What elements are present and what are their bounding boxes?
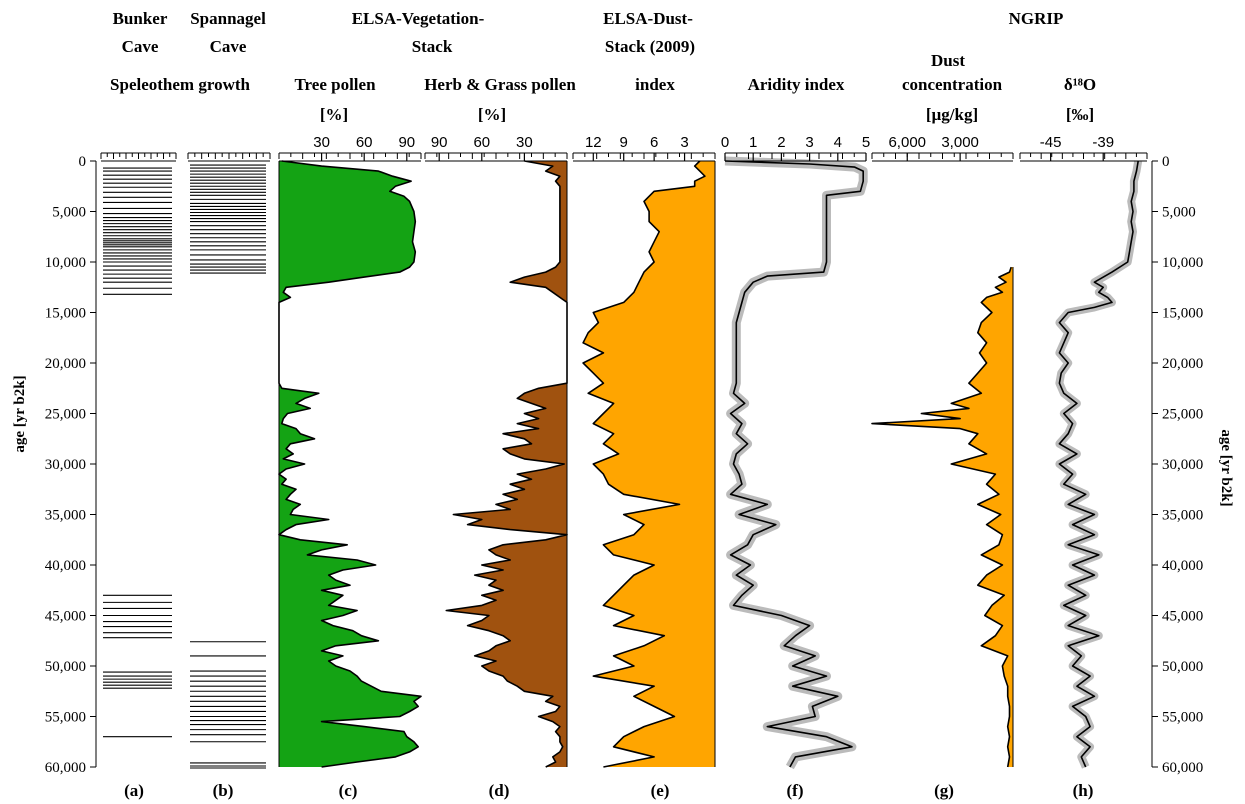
top-axis-tick-label: 2 bbox=[777, 134, 785, 151]
tree-unit: [%] bbox=[320, 105, 348, 124]
series-line-(d) bbox=[445, 160, 568, 768]
age-axis-tick-label: 20,000 bbox=[45, 356, 86, 372]
age-axis-tick-label: 15,000 bbox=[1162, 306, 1203, 322]
series-line-(c) bbox=[278, 160, 422, 768]
aridity-subtitle: Aridity index bbox=[748, 75, 845, 94]
top-axis-tick-label: 90 bbox=[431, 134, 448, 151]
tree-subtitle: Tree pollen bbox=[294, 75, 376, 94]
spannagel-header-line2: Cave bbox=[210, 37, 247, 56]
age-axis-tick-label: 50,000 bbox=[45, 659, 86, 675]
spannagel-header-line1: Spannagel bbox=[190, 9, 266, 28]
age-axis-tick-label: 25,000 bbox=[1162, 407, 1203, 423]
uncertainty-band-(f) bbox=[724, 156, 868, 770]
age-axis-tick-label: 45,000 bbox=[1162, 609, 1203, 625]
elsa-veg-header-line1: ELSA-Vegetation- bbox=[352, 9, 485, 28]
top-axis-tick-label: -45 bbox=[1040, 134, 1062, 151]
age-axis-tick-label: 35,000 bbox=[1162, 508, 1203, 524]
top-axis-tick-label: 30 bbox=[516, 134, 533, 151]
series-area-(e) bbox=[583, 161, 715, 767]
top-axis-tick-label: -39 bbox=[1092, 134, 1114, 151]
top-axis-tick-label: 3 bbox=[805, 134, 813, 151]
age-axis-title-right: age [yr b2k] bbox=[1218, 429, 1234, 506]
top-axis-tick-label: 3 bbox=[680, 134, 688, 151]
top-axis-tick-label: 12 bbox=[585, 134, 602, 151]
top-axis-tick-label: 5 bbox=[862, 134, 870, 151]
age-axis-tick-label: 55,000 bbox=[45, 710, 86, 726]
dust-unit: [µg/kg] bbox=[926, 105, 978, 124]
series-line-(g) bbox=[871, 266, 1012, 768]
age-axis-tick-label: 10,000 bbox=[45, 255, 86, 271]
panel-label-g: (g) bbox=[934, 781, 954, 800]
panel-label-d: (d) bbox=[489, 781, 510, 800]
panel-label-f: (f) bbox=[787, 781, 804, 800]
bunker-header-line2: Cave bbox=[122, 37, 159, 56]
age-axis-tick-label: 20,000 bbox=[1162, 356, 1203, 372]
top-axis-tick-label: 0 bbox=[721, 134, 729, 151]
top-axis-tick-label: 4 bbox=[834, 134, 842, 151]
bunker-header-line1: Bunker bbox=[113, 9, 168, 28]
age-axis-tick-label: 0 bbox=[79, 154, 87, 170]
elsa-dust-header-line2: Stack (2009) bbox=[605, 37, 695, 56]
elsa-dust-header-line1: ELSA-Dust- bbox=[603, 9, 693, 28]
top-axis-tick-label: 9 bbox=[620, 134, 628, 151]
panel-label-h: (h) bbox=[1073, 781, 1094, 800]
panel-labels-layer: (a) (b) (c) (d) (e) (f) (g) (h) bbox=[124, 781, 1093, 800]
dust-subtitle-line1: Dust bbox=[931, 51, 965, 70]
age-axis-tick-label: 30,000 bbox=[45, 457, 86, 473]
age-axis-tick-label: 40,000 bbox=[45, 558, 86, 574]
ngrip-header: NGRIP bbox=[1009, 9, 1064, 28]
panel-label-e: (e) bbox=[651, 781, 670, 800]
series-line-(h) bbox=[1058, 160, 1139, 768]
age-axis-tick-label: 60,000 bbox=[45, 760, 86, 776]
dust-subtitle-line2: concentration bbox=[902, 75, 1003, 94]
top-axis-tick-label: 1 bbox=[749, 134, 757, 151]
age-axis-tick-label: 5,000 bbox=[52, 205, 86, 221]
top-axis-tick-label: 60 bbox=[473, 134, 490, 151]
series-area-(g) bbox=[872, 267, 1013, 767]
top-axis-tick-label: 3,000 bbox=[941, 134, 979, 151]
d18o-subtitle: δ¹⁸O bbox=[1064, 75, 1096, 94]
top-axis-tick-label: 6 bbox=[650, 134, 658, 151]
age-axis-tick-label: 25,000 bbox=[45, 407, 86, 423]
age-axis-tick-label: 30,000 bbox=[1162, 457, 1203, 473]
series-area-(d) bbox=[446, 161, 567, 767]
age-axis-tick-label: 15,000 bbox=[45, 306, 86, 322]
age-axis-tick-label: 10,000 bbox=[1162, 255, 1203, 271]
top-axis-tick-label: 60 bbox=[356, 134, 373, 151]
top-axis-tick-label: 30 bbox=[313, 134, 330, 151]
age-axis-title-left: age [yr b2k] bbox=[12, 375, 28, 452]
index-subtitle: index bbox=[635, 75, 675, 94]
series-line-(e) bbox=[582, 160, 706, 768]
panel-label-c: (c) bbox=[339, 781, 358, 800]
d18o-unit: [‰] bbox=[1066, 105, 1094, 124]
top-axis-tick-label: 90 bbox=[398, 134, 415, 151]
herb-unit: [%] bbox=[478, 105, 506, 124]
age-axis-tick-label: 5,000 bbox=[1162, 205, 1196, 221]
elsa-veg-header-line2: Stack bbox=[412, 37, 453, 56]
panel-label-a: (a) bbox=[124, 781, 144, 800]
age-axis-tick-label: 55,000 bbox=[1162, 710, 1203, 726]
herb-subtitle: Herb & Grass pollen bbox=[424, 75, 576, 94]
speleothem-subtitle: Speleothem growth bbox=[110, 75, 250, 94]
age-axis-tick-label: 50,000 bbox=[1162, 659, 1203, 675]
panel-label-b: (b) bbox=[213, 781, 234, 800]
top-axis-tick-label: 6,000 bbox=[888, 134, 926, 151]
uncertainty-band-(h) bbox=[1055, 160, 1143, 769]
panels-layer bbox=[101, 156, 1147, 770]
age-axis-tick-label: 35,000 bbox=[45, 508, 86, 524]
age-axis-tick-label: 45,000 bbox=[45, 609, 86, 625]
age-axis-tick-label: 40,000 bbox=[1162, 558, 1203, 574]
series-line-(f) bbox=[724, 160, 864, 768]
age-axis-tick-label: 60,000 bbox=[1162, 760, 1203, 776]
series-area-(c) bbox=[279, 161, 421, 767]
age-axis-tick-label: 0 bbox=[1162, 154, 1170, 170]
